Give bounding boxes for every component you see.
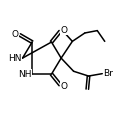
Text: O: O [61,82,68,91]
Text: O: O [61,26,68,35]
Text: NH: NH [18,70,32,79]
Text: O: O [11,30,18,39]
Text: HN: HN [8,54,22,63]
Text: Br: Br [103,69,113,78]
